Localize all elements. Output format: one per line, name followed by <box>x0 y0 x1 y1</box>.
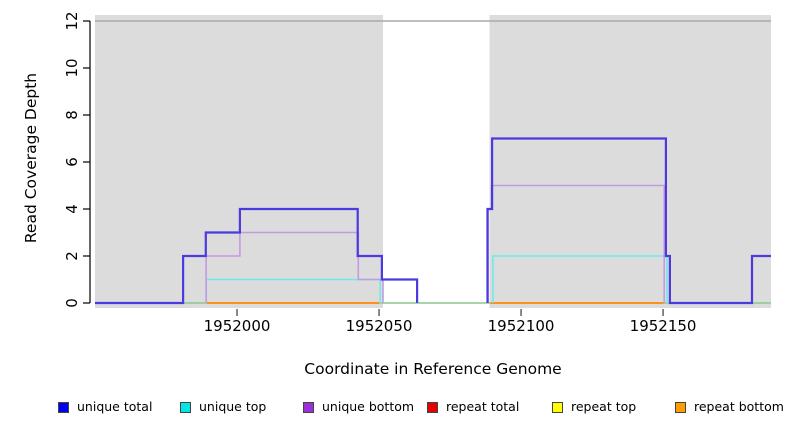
series-unique-top-seg2-line <box>492 255 668 303</box>
legend-item-repeat-top: repeat top <box>552 399 636 415</box>
legend-item-repeat-total: repeat total <box>427 399 519 415</box>
legend-item-unique-top: unique top <box>180 399 266 415</box>
y-axis-title: Read Coverage Depth <box>22 72 40 244</box>
x-tick-label: 1952150 <box>630 317 697 335</box>
series-unique-bottom-seg1-line <box>205 231 384 303</box>
legend-swatch-icon <box>58 401 69 413</box>
series-unique-total-seg1-line <box>95 207 419 305</box>
legend-label: unique bottom <box>322 399 415 414</box>
legend-item-repeat-bottom: repeat bottom <box>675 399 784 415</box>
legend-label: repeat total <box>446 399 520 414</box>
chart-canvas: 0 2 4 6 8 10 12 1952000 1952050 1952100 1952150 <box>63 11 771 335</box>
legend-label: unique top <box>199 399 267 414</box>
legend-label: unique total <box>77 399 153 414</box>
legend-item-unique-total: unique total <box>58 399 152 415</box>
y-tick-label: 0 <box>63 298 81 308</box>
legend-swatch-icon <box>552 401 563 413</box>
y-tick-label: 6 <box>63 157 81 167</box>
y-tick-label: 2 <box>63 251 81 261</box>
series-unique-total-seg2-line <box>486 137 771 305</box>
legend-item-unique-bottom: unique bottom <box>303 399 414 415</box>
legend-swatch-icon <box>180 401 191 413</box>
x-tick-label: 1952100 <box>488 317 555 335</box>
x-tick-label: 1952050 <box>346 317 413 335</box>
legend-label: repeat top <box>571 399 637 414</box>
legend-swatch-icon <box>303 401 314 413</box>
legend: unique total unique top unique bottom repea… <box>0 399 792 419</box>
x-tick-label: 1952000 <box>204 317 271 335</box>
legend-swatch-icon <box>427 401 438 413</box>
x-axis-title: Coordinate in Reference Genome <box>304 360 562 378</box>
legend-label: repeat bottom <box>694 399 784 414</box>
y-tick-label: 4 <box>63 204 81 214</box>
y-tick-label: 8 <box>63 110 81 120</box>
y-tick-label: 12 <box>63 11 81 30</box>
legend-swatch-icon <box>675 401 686 413</box>
y-tick-label: 10 <box>63 58 81 77</box>
highlight-band <box>383 15 490 308</box>
